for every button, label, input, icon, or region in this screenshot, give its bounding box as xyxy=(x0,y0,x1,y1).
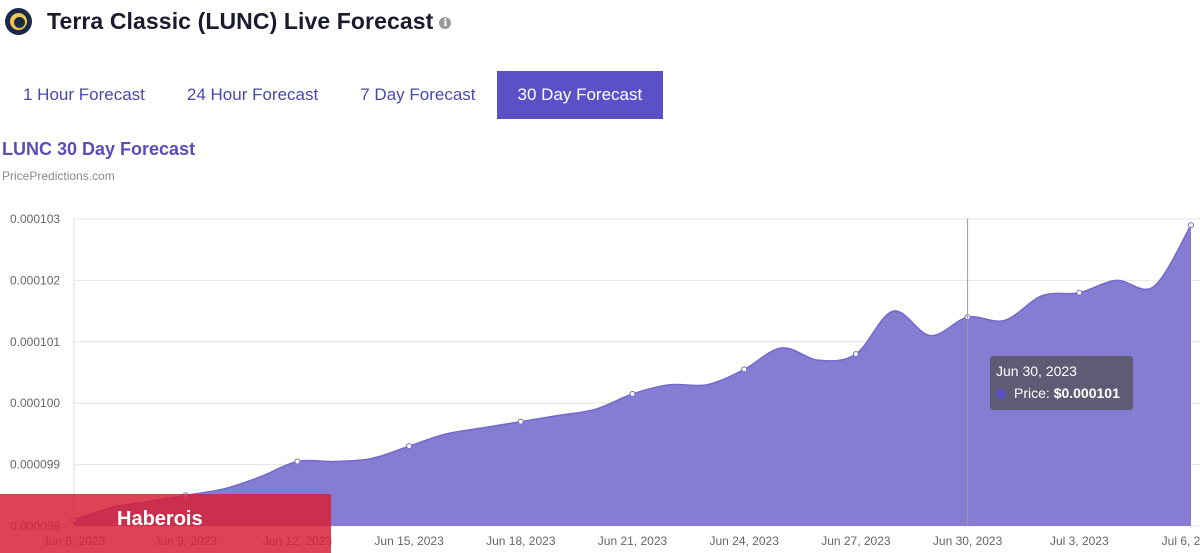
x-tick-label: Jun 18, 2023 xyxy=(486,534,556,548)
x-tick-label: Jun 24, 2023 xyxy=(709,534,779,548)
y-tick-label: 0.000103 xyxy=(10,212,60,226)
chart-source: PricePredictions.com xyxy=(2,169,115,183)
y-tick-label: 0.000101 xyxy=(10,335,60,349)
tooltip-price-label: Price: xyxy=(1014,385,1054,401)
price-area xyxy=(74,225,1191,526)
tab-1-hour-forecast[interactable]: 1 Hour Forecast xyxy=(23,85,145,104)
chart-title: LUNC 30 Day Forecast xyxy=(2,139,196,159)
y-tick-label: 0.000099 xyxy=(10,458,60,472)
data-point-marker xyxy=(852,351,859,358)
page-title: Terra Classic (LUNC) Live Forecast xyxy=(47,7,434,34)
y-tick-label: 0.000102 xyxy=(10,273,60,287)
data-point-marker xyxy=(517,418,524,425)
data-point-marker xyxy=(294,458,301,465)
data-point-marker xyxy=(406,443,413,450)
data-point-marker xyxy=(1188,222,1194,229)
x-tick-label: Jun 15, 2023 xyxy=(374,534,444,548)
tooltip-price-value: $0.000101 xyxy=(1053,385,1120,401)
tooltip-series-dot xyxy=(996,389,1006,399)
tooltip-date: Jun 30, 2023 xyxy=(996,363,1077,379)
watermark-banner: Haberois xyxy=(0,494,331,553)
tab-24-hour-forecast[interactable]: 24 Hour Forecast xyxy=(186,85,319,104)
forecast-tabs: 1 Hour Forecast 24 Hour Forecast 7 Day F… xyxy=(2,71,664,119)
data-point-marker xyxy=(1076,289,1083,296)
x-tick-label: Jun 21, 2023 xyxy=(598,534,668,548)
tab-7-day-forecast[interactable]: 7 Day Forecast xyxy=(360,85,476,104)
watermark-text: Haberois xyxy=(117,508,203,530)
page-header: Terra Classic (LUNC) Live Forecast i xyxy=(5,5,452,37)
data-point-marker xyxy=(629,390,636,397)
terra-classic-logo-icon xyxy=(5,7,32,35)
price-forecast-chart[interactable]: 0.0000980.0000990.0001000.0001010.000102… xyxy=(0,200,1200,553)
tab-30-day-forecast[interactable]: 30 Day Forecast xyxy=(496,71,664,119)
chart-tooltip: Jun 30, 2023 Price: $0.000101 xyxy=(990,356,1133,410)
y-tick-label: 0.000100 xyxy=(10,396,60,410)
info-icon[interactable]: i xyxy=(439,17,452,29)
x-tick-label: Jun 27, 2023 xyxy=(821,534,891,548)
x-tick-label: Jul 6, 2023 xyxy=(1162,534,1200,548)
x-tick-label: Jul 3, 2023 xyxy=(1050,534,1109,548)
x-tick-label: Jun 30, 2023 xyxy=(933,534,1003,548)
data-point-marker xyxy=(741,366,748,373)
